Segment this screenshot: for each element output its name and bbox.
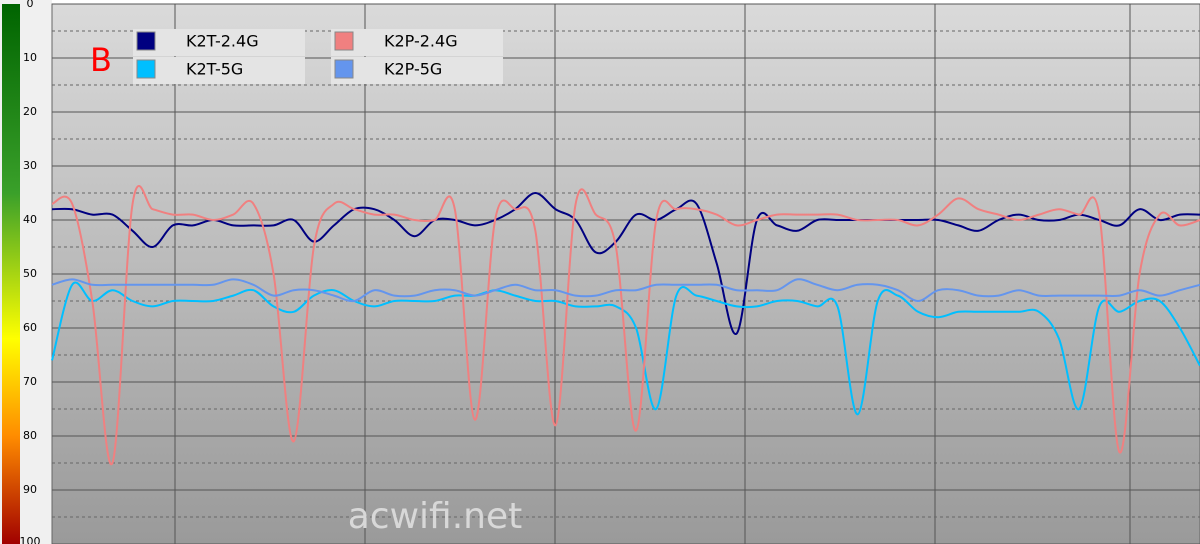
legend-label: K2T-2.4G xyxy=(186,32,259,51)
legend-swatch xyxy=(136,31,156,51)
series-line xyxy=(51,278,1200,303)
y-tick-label: 70 xyxy=(23,375,37,388)
legend-cell xyxy=(133,29,305,56)
y-tick-label: 100 xyxy=(20,535,41,544)
y-tick-label: 30 xyxy=(23,159,37,172)
legend-label: K2T-5G xyxy=(186,60,243,79)
y-tick-label: 10 xyxy=(23,51,37,64)
y-tick-label: 50 xyxy=(23,267,37,280)
series-line xyxy=(51,184,1200,466)
legend-swatch xyxy=(334,31,354,51)
legend-swatch xyxy=(136,59,156,79)
legend-cell xyxy=(133,57,305,84)
y-tick-label: 60 xyxy=(23,321,37,334)
y-tick-label: 90 xyxy=(23,483,37,496)
legend-label: K2P-5G xyxy=(384,60,442,79)
annotation: B xyxy=(90,41,112,79)
legend xyxy=(133,29,503,84)
legend-label: K2P-2.4G xyxy=(384,32,458,51)
watermark: acwifi.net xyxy=(348,496,523,537)
legend-cell xyxy=(331,29,503,56)
legend-cell xyxy=(331,57,503,84)
color-bar xyxy=(2,4,20,544)
y-tick-label: 40 xyxy=(23,213,37,226)
y-tick-label: 20 xyxy=(23,105,37,118)
legend-swatch xyxy=(334,59,354,79)
y-tick-label: 80 xyxy=(23,429,37,442)
series-line xyxy=(51,281,1200,416)
y-tick-label: 0 xyxy=(27,0,34,10)
